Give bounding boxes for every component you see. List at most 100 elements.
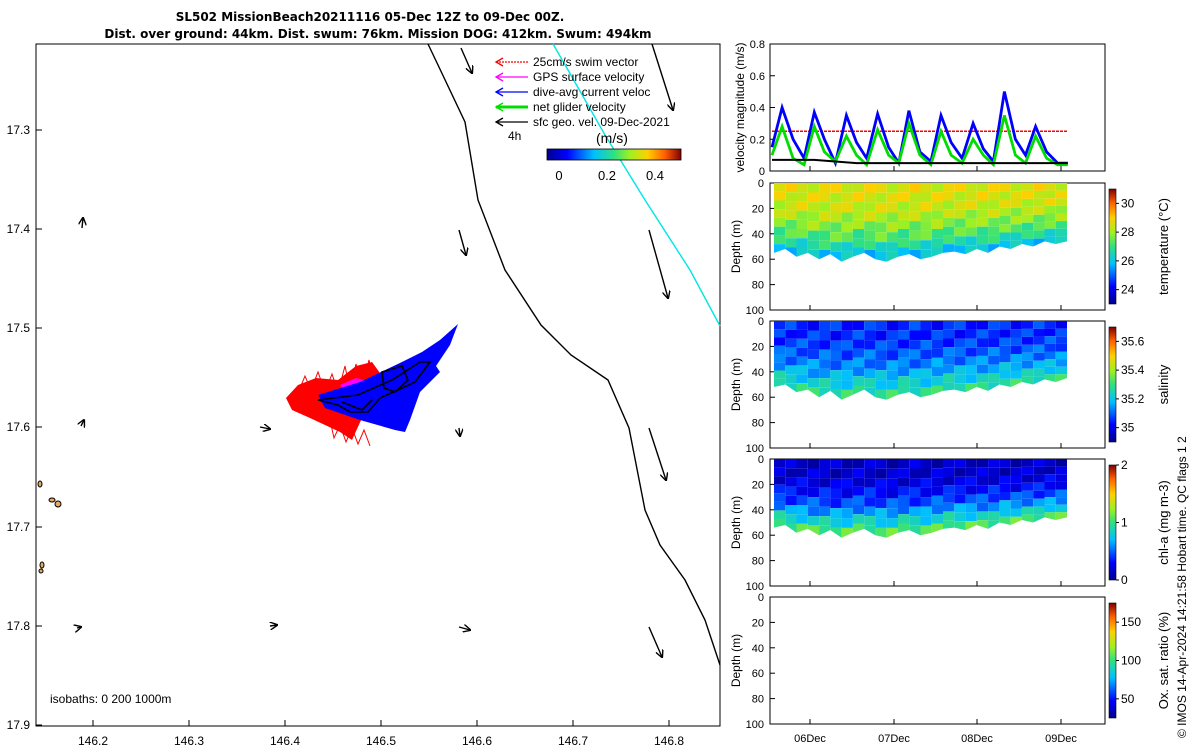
heatmap-cell — [1033, 498, 1045, 507]
heatmap-cell — [1044, 228, 1056, 237]
colorbar-tick-label: 35.2 — [1121, 392, 1145, 406]
heatmap-cell — [965, 503, 977, 513]
sfc-vel-arrow — [648, 626, 662, 657]
heatmap-cell — [943, 226, 955, 236]
heatmap-cell — [1010, 354, 1022, 363]
heatmap-cell — [920, 230, 932, 241]
heatmap-cell — [774, 337, 786, 346]
heatmap-cell — [943, 493, 955, 503]
heatmap-cell — [1010, 378, 1022, 387]
heatmap-cell — [931, 339, 943, 349]
heatmap-cell — [1044, 221, 1056, 229]
heatmap-cell — [976, 191, 989, 201]
heatmap-cell — [886, 498, 898, 509]
depth-y-tick-label: 0 — [758, 454, 764, 466]
heatmap-cell — [830, 251, 842, 262]
heatmap-cell — [864, 321, 876, 331]
heatmap-cell — [852, 339, 865, 349]
heatmap-cell — [898, 523, 910, 533]
heatmap-cell — [931, 219, 943, 229]
colorbar-tick-label: 35.6 — [1121, 334, 1145, 348]
heatmap-cell — [1021, 376, 1034, 385]
heatmap-cell — [864, 378, 876, 388]
heatmap-cell — [864, 221, 876, 231]
heatmap-cell — [988, 511, 1000, 521]
map-x-tick-label: 146.3 — [174, 734, 204, 748]
reef-shape — [48, 497, 56, 503]
heatmap-cell — [774, 484, 786, 494]
colorbar-tick-label: 1 — [1121, 516, 1128, 530]
heatmap-cell — [898, 210, 910, 220]
heatmap-cell — [898, 459, 910, 469]
heatmap-cell — [965, 183, 977, 192]
heatmap-cell — [1044, 481, 1056, 490]
heatmap-cell — [796, 383, 808, 393]
depth-y-tick-label: 0 — [758, 592, 764, 604]
map-x-tick-label: 146.5 — [366, 734, 396, 748]
heatmap-cell — [954, 503, 966, 513]
heatmap-cell — [931, 459, 943, 469]
heatmap-cell — [898, 330, 910, 340]
heatmap-cell — [807, 349, 820, 360]
net-velocity-loop — [341, 399, 373, 411]
heatmap-cell — [920, 249, 932, 260]
heatmap-cell — [1055, 221, 1067, 229]
heatmap-cell — [988, 329, 1000, 339]
velocity-y-tick-label: 0 — [759, 166, 765, 178]
heatmap-cell — [920, 321, 932, 331]
heatmap-cell — [830, 498, 842, 509]
heatmap-cell — [931, 321, 943, 331]
heatmap-cell — [1055, 497, 1067, 505]
depth-y-tick-label: 20 — [752, 341, 764, 353]
heatmap-cell — [909, 459, 921, 469]
heatmap-cell — [1055, 474, 1067, 482]
heatmap-cell — [988, 235, 1000, 245]
heatmap-cell — [999, 483, 1011, 492]
heatmap-cell — [976, 244, 989, 253]
heatmap-cell — [819, 221, 831, 231]
heatmap-cell — [886, 321, 898, 331]
heatmap-cell — [841, 192, 853, 203]
heatmap-cell — [976, 459, 989, 468]
depth-colorbar — [1108, 188, 1117, 305]
heatmap-cell — [954, 227, 966, 237]
heatmap-cell — [976, 373, 989, 383]
heatmap-cell — [920, 478, 932, 488]
heatmap-cell — [841, 350, 853, 361]
heatmap-cell — [965, 459, 977, 468]
heatmap-cell — [841, 232, 853, 243]
heatmap-cell — [1021, 466, 1034, 475]
colorbar-unit: (m/s) — [596, 130, 628, 146]
heatmap-cell — [852, 192, 865, 202]
heatmap-cell — [943, 347, 955, 356]
heatmap-cell — [830, 380, 842, 390]
heatmap-cell — [988, 476, 1000, 486]
heatmap-cell — [875, 478, 887, 489]
heatmap-cell — [875, 360, 887, 371]
duration-label: 4h — [508, 129, 521, 143]
colorbar-label: salinity — [1156, 364, 1171, 404]
heatmap-cell — [796, 229, 808, 239]
heatmap-cell — [965, 365, 977, 375]
depth-y-tick-label: 80 — [752, 694, 764, 706]
heatmap-cell — [785, 321, 797, 330]
heatmap-cell — [841, 478, 853, 489]
heatmap-cell — [774, 370, 786, 379]
heatmap-cell — [909, 330, 921, 341]
map-y-tick-label: 17.6 — [7, 420, 31, 434]
heatmap-cell — [999, 378, 1011, 387]
heatmap-cell — [819, 202, 831, 212]
heatmap-cell — [830, 350, 842, 361]
velocity-series-line — [772, 158, 1068, 165]
heatmap-cell — [796, 192, 808, 202]
heatmap-cell — [864, 506, 876, 517]
heatmap-cell — [807, 249, 820, 260]
heatmap-cell — [988, 485, 1000, 494]
heatmap-cell — [965, 200, 977, 210]
heatmap-cell — [1055, 374, 1067, 382]
heatmap-cell — [830, 242, 842, 252]
heatmap-cell — [999, 516, 1011, 525]
heatmap-cell — [886, 222, 898, 233]
date-tick-label: 09Dec — [1045, 733, 1077, 745]
